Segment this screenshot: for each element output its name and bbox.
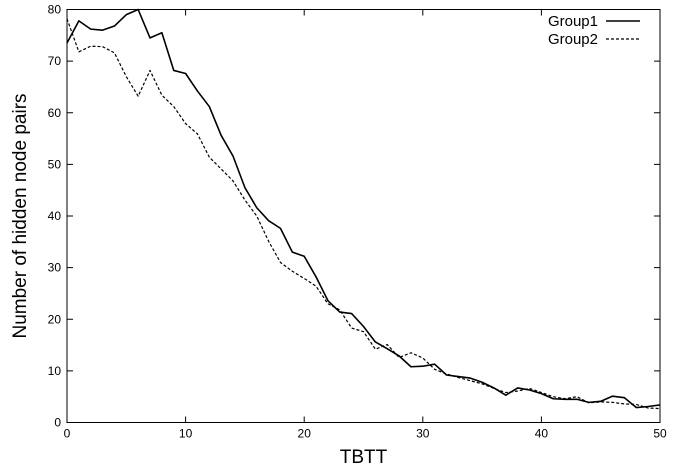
y-tick-label: 0	[54, 416, 61, 430]
x-tick-label: 40	[535, 427, 549, 441]
x-tick-label: 30	[416, 427, 430, 441]
series-lines	[66, 8, 661, 410]
legend-label-group2: Group2	[548, 31, 598, 48]
x-tick-label: 20	[298, 427, 312, 441]
y-axis-title: Number of hidden node pairs	[10, 93, 31, 338]
y-axis-ticks: 0 10 20 30 40 50 60 70 80	[48, 3, 660, 430]
y-tick-label: 40	[48, 209, 62, 223]
y-tick-label: 70	[48, 54, 62, 68]
y-tick-label: 10	[48, 364, 62, 378]
y-tick-label: 30	[48, 261, 62, 275]
x-tick-label: 50	[653, 427, 667, 441]
plot-frame	[66, 9, 661, 423]
legend-label-group1: Group1	[548, 13, 598, 30]
series-line-group1	[66, 8, 661, 409]
series-line-group2	[66, 18, 661, 410]
y-tick-label: 50	[48, 157, 62, 171]
x-tick-label: 0	[64, 427, 71, 441]
x-axis-ticks: 0 10 20 30 40 50	[64, 9, 667, 441]
y-tick-label: 60	[48, 106, 62, 120]
x-tick-label: 10	[179, 427, 193, 441]
x-axis-title: TBTT	[340, 447, 388, 468]
y-tick-label: 80	[48, 3, 62, 17]
y-tick-label: 20	[48, 312, 62, 326]
